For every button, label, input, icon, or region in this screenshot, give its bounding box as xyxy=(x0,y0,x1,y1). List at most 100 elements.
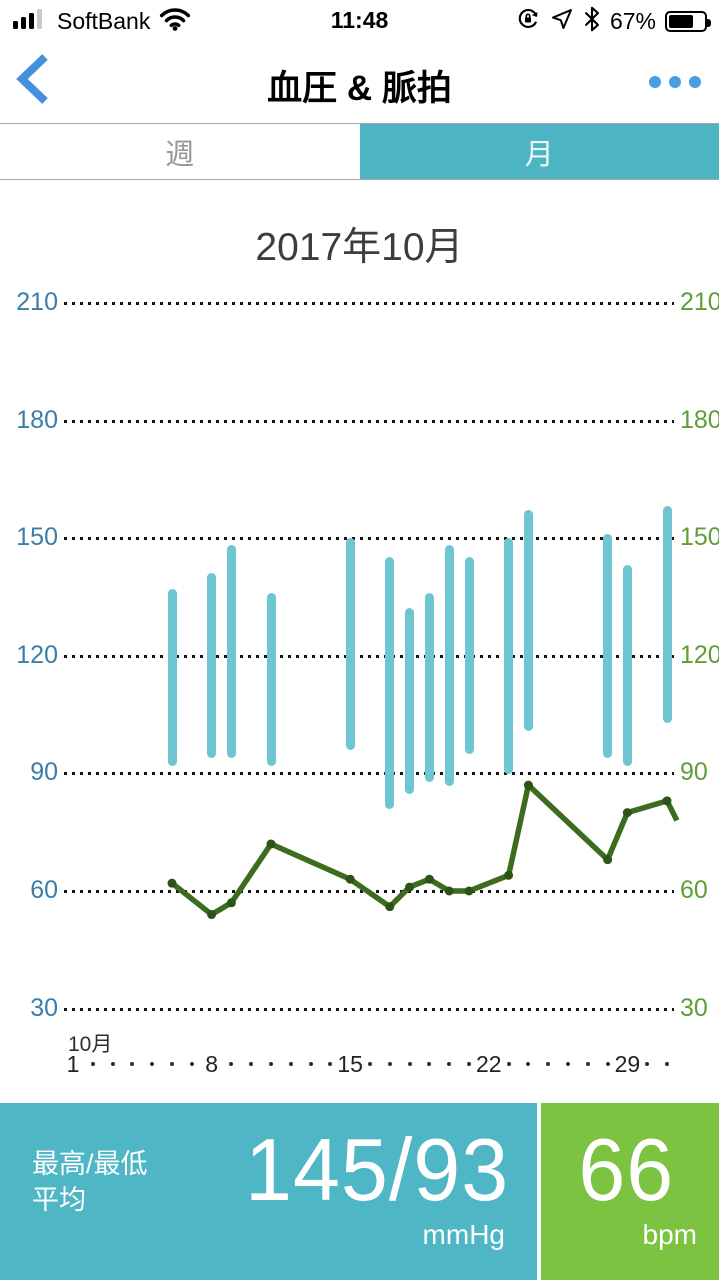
x-tick-day-15: 15 xyxy=(337,1051,363,1077)
gridline xyxy=(64,772,674,776)
pulse-unit-label: bpm xyxy=(642,1219,697,1250)
signal-bars-icon xyxy=(12,7,48,36)
bp-range-bar-day-15 xyxy=(345,537,355,751)
bp-range-bar-day-23 xyxy=(504,537,514,774)
x-tick-dot xyxy=(90,1062,95,1066)
bp-range-bar-day-11 xyxy=(266,592,276,767)
x-tick-dot xyxy=(249,1062,254,1066)
carrier-label: SoftBank xyxy=(57,7,151,34)
y-tick-left: 60 xyxy=(30,876,58,904)
gridline xyxy=(64,1007,674,1011)
bp-range-bar-day-21 xyxy=(464,557,474,755)
bp-range-bar-day-20 xyxy=(444,545,454,786)
page-title: 血圧 & 脈拍 xyxy=(267,69,452,108)
bp-range-bar-day-28 xyxy=(603,533,613,759)
x-tick-dot xyxy=(189,1062,194,1066)
pulse-average-value: 66 xyxy=(578,1120,675,1219)
x-tick-dot xyxy=(170,1062,174,1066)
gridline xyxy=(64,890,674,893)
y-tick-right: 30 xyxy=(680,993,708,1022)
battery-icon xyxy=(665,10,711,32)
ellipsis-icon xyxy=(689,76,701,88)
bp-average-panel: 最高/最低 平均 145/93 mmHg xyxy=(0,1103,537,1280)
wifi-icon xyxy=(159,7,191,36)
bp-range-bar-day-19 xyxy=(424,592,434,782)
y-tick-right: 120 xyxy=(680,640,719,669)
y-tick-left: 120 xyxy=(16,640,58,669)
x-tick-dot xyxy=(368,1062,372,1066)
y-tick-left: 210 xyxy=(16,288,58,316)
y-tick-left: 150 xyxy=(16,523,58,552)
x-tick-dot xyxy=(585,1062,590,1066)
x-tick-day-29: 29 xyxy=(614,1051,641,1077)
x-tick-dot xyxy=(447,1062,452,1066)
tab-week[interactable]: 週 xyxy=(0,124,360,179)
y-tick-right: 60 xyxy=(680,876,708,904)
ellipsis-icon xyxy=(669,76,681,88)
x-tick-dot xyxy=(566,1062,570,1066)
y-tick-left: 180 xyxy=(16,405,58,434)
bp-range-bar-day-8 xyxy=(207,572,217,759)
x-tick-dot xyxy=(308,1062,313,1066)
bp-range-bar-day-9 xyxy=(226,545,236,759)
x-tick-day-8: 8 xyxy=(205,1051,218,1077)
x-tick-dot xyxy=(269,1062,273,1066)
status-bar: SoftBank 11:48 xyxy=(0,0,719,42)
x-tick-dot xyxy=(605,1062,610,1066)
gridline xyxy=(64,654,674,658)
pulse-average-panel: 66 bpm xyxy=(541,1103,719,1280)
more-options-button[interactable] xyxy=(627,64,701,100)
bp-range-bar-day-18 xyxy=(405,608,415,794)
x-tick-dot xyxy=(328,1062,333,1066)
x-tick-day-22: 22 xyxy=(476,1051,502,1077)
x-tick-dot xyxy=(467,1062,471,1066)
x-tick-day-1: 1 xyxy=(66,1051,80,1077)
location-arrow-icon xyxy=(550,7,574,36)
bluetooth-icon xyxy=(583,6,601,37)
bp-range-bar-day-17 xyxy=(385,557,395,810)
chart-month-title: 2017年10月 xyxy=(255,226,464,269)
y-tick-left: 90 xyxy=(30,758,58,787)
x-tick-dot xyxy=(506,1062,511,1066)
gridline xyxy=(64,537,674,541)
y-tick-right: 180 xyxy=(680,405,719,434)
tab-month[interactable]: 月 xyxy=(359,124,719,179)
nav-header: 血圧 & 脈拍 xyxy=(0,42,719,123)
x-tick-dot xyxy=(130,1062,135,1066)
bp-average-value: 145/93 xyxy=(244,1120,509,1219)
summary-label: 最高/最低 平均 xyxy=(32,1149,148,1215)
x-tick-dot xyxy=(110,1062,115,1066)
y-tick-right: 150 xyxy=(680,523,719,552)
y-tick-left: 30 xyxy=(30,993,58,1022)
summary-bar: 最高/最低 平均 145/93 mmHg 66 bpm xyxy=(0,1103,719,1280)
period-tab-bar: 週 月 xyxy=(0,123,719,180)
clock: 11:48 xyxy=(330,7,389,33)
x-tick-dot xyxy=(665,1062,669,1066)
bp-range-bar-day-6 xyxy=(167,588,177,767)
x-tick-dot xyxy=(427,1062,432,1066)
x-tick-dot xyxy=(229,1062,234,1066)
bp-range-bar-day-31 xyxy=(662,506,672,723)
gridline xyxy=(64,302,674,305)
x-tick-dot xyxy=(526,1062,531,1066)
x-tick-dot xyxy=(387,1062,392,1066)
x-tick-dot xyxy=(407,1062,412,1066)
x-tick-dot xyxy=(150,1062,155,1066)
back-button[interactable] xyxy=(12,50,62,112)
y-tick-right: 90 xyxy=(680,758,708,787)
orientation-lock-icon xyxy=(515,6,541,37)
y-tick-right: 210 xyxy=(680,288,719,316)
x-tick-dot xyxy=(645,1062,650,1066)
x-tick-dot xyxy=(288,1062,293,1066)
gridline xyxy=(64,419,674,423)
ellipsis-icon xyxy=(649,76,661,88)
bp-range-bar-day-24 xyxy=(523,510,533,731)
battery-percent-label: 67% xyxy=(609,7,656,34)
bp-unit-label: mmHg xyxy=(422,1219,505,1250)
bp-range-bar-day-29 xyxy=(622,565,632,767)
x-tick-dot xyxy=(546,1062,551,1066)
x-axis-month-label: 10月 xyxy=(68,1033,113,1056)
